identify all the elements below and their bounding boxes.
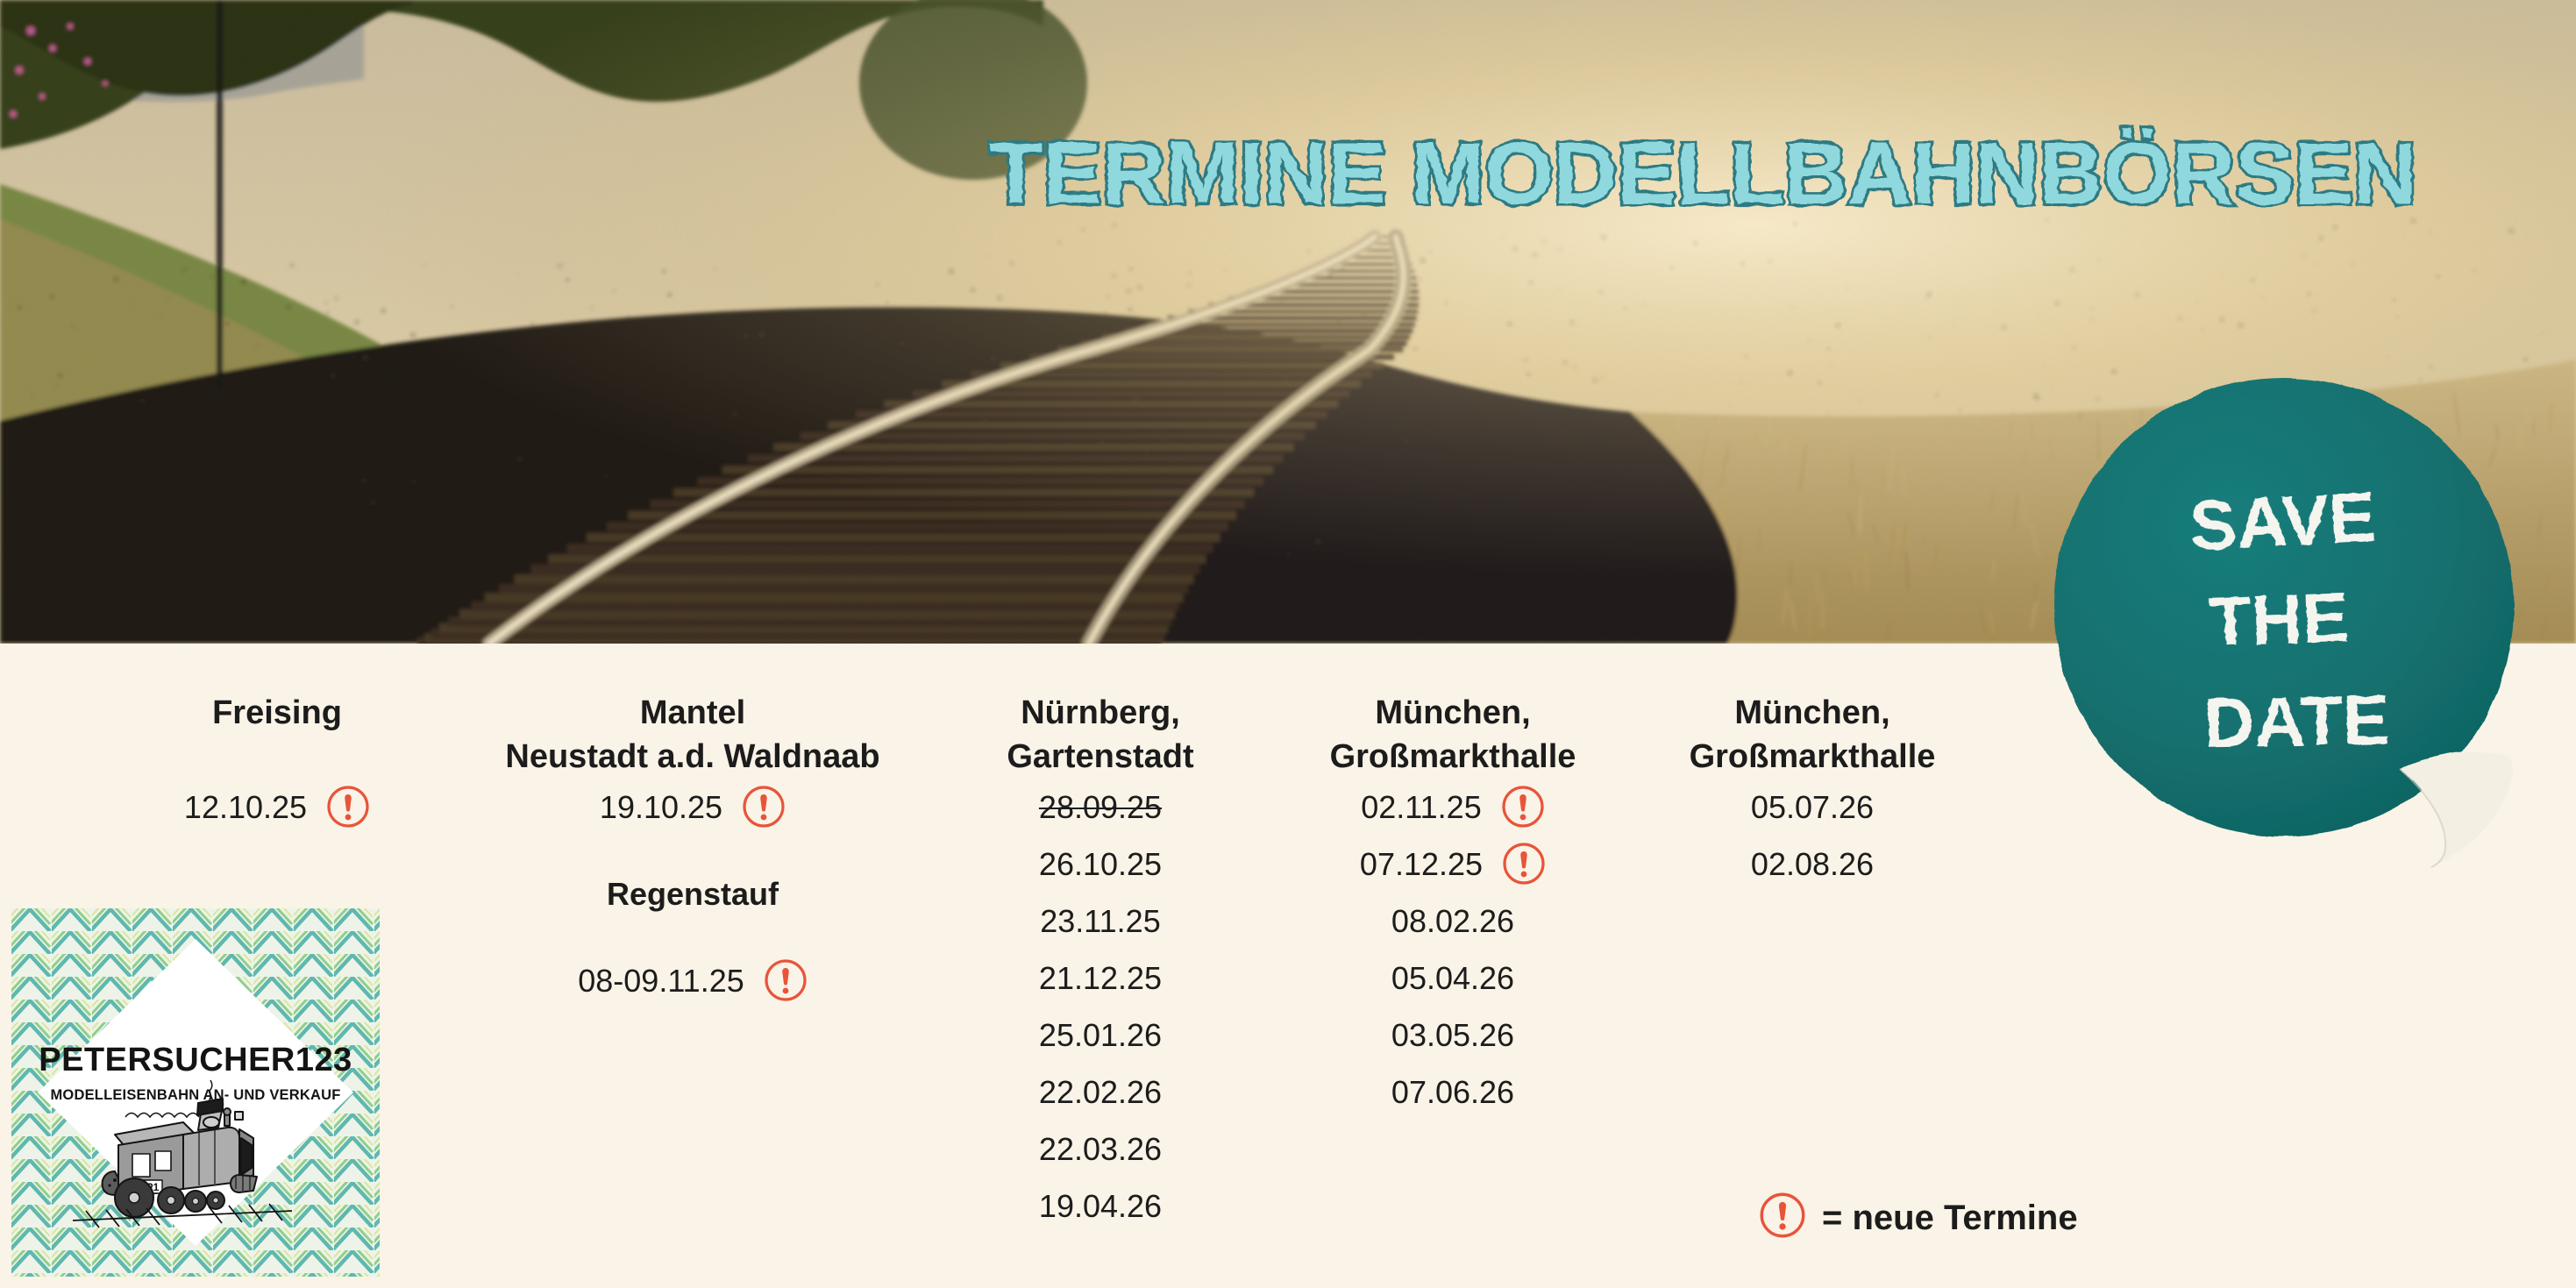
svg-text:DATE: DATE [2203, 680, 2390, 762]
svg-text:PETERSUCHER123: PETERSUCHER123 [39, 1042, 352, 1078]
svg-text:THE: THE [2208, 578, 2351, 661]
svg-text:SAVE: SAVE [2188, 478, 2377, 566]
svg-text:MODELLEISENBAHN AN- UND VERKAU: MODELLEISENBAHN AN- UND VERKAUF [50, 1087, 340, 1103]
svg-text:TERMINE MODELLBAHNBÖRSEN: TERMINE MODELLBAHNBÖRSEN [989, 125, 2416, 223]
